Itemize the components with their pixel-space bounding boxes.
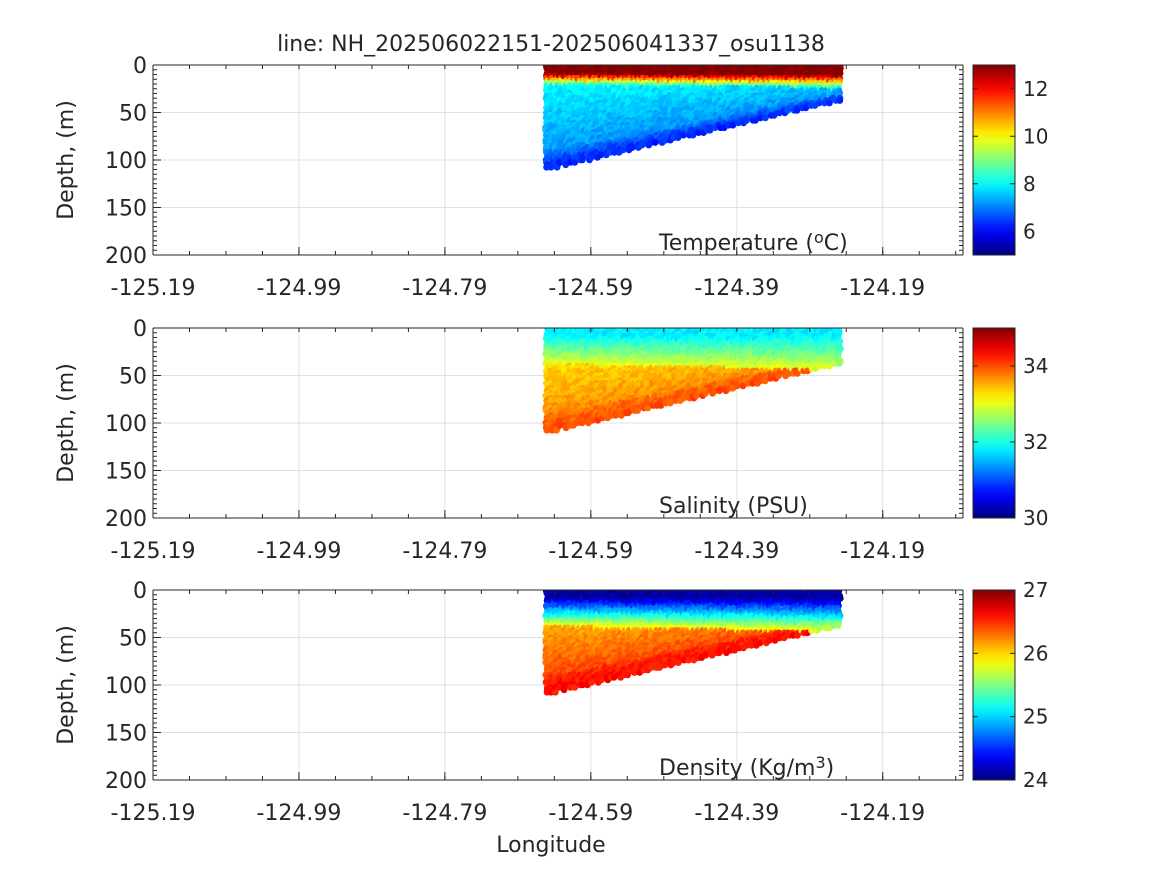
x-tick-label: -124.39 [694,276,779,301]
x-tick-label: -124.59 [548,539,633,564]
data-point [638,141,646,149]
x-tick-label: -124.39 [694,539,779,564]
data-point [543,426,551,434]
data-point [556,421,563,429]
colorbar-tick-label: 34 [1023,354,1048,378]
data-point [815,362,823,370]
data-point [826,99,833,107]
x-tick-label: -124.99 [256,276,341,301]
data-point [836,97,844,104]
figure-title: line: NH_202506022151-202506041337_osu11… [277,32,825,57]
colorbar-tick-label: 30 [1023,506,1048,530]
data-point [588,678,595,686]
data-point [802,104,810,112]
data-point [579,156,586,164]
data-point [629,144,636,151]
data-point [729,121,737,129]
y-tick-label: 200 [105,507,147,532]
data-point [761,377,769,385]
data-points [542,65,844,171]
data-point [793,107,801,114]
data-point [624,671,632,679]
colorbar-tick-label: 12 [1023,77,1048,101]
data-point [821,362,828,370]
data-point [578,419,586,427]
x-tick-label: -125.19 [111,276,196,301]
data-point [598,676,605,684]
data-point [610,149,618,156]
y-tick-label: 150 [105,460,147,485]
data-point [716,387,723,395]
data-point [830,360,838,367]
data-point [651,139,659,146]
data-point [619,146,627,154]
x-tick-label: -125.19 [111,539,196,564]
data-point [689,131,697,139]
y-tick-label: 50 [119,365,147,390]
data-point [674,134,682,142]
data-point [597,151,605,159]
y-axis-label: Depth, (m) [54,100,79,220]
data-point [835,360,843,367]
data-point [770,112,778,119]
panel-2: -125.19 -124.99 -124.79 -124.59 -124.39 -124.… [54,578,1048,826]
parameter-label: Temperature (oC) [658,228,848,256]
data-point [560,686,568,694]
data-points [542,328,844,434]
data-point [547,163,555,171]
data-point [739,382,747,390]
data-point [743,116,750,124]
data-point [775,372,782,380]
colorbar-tick-label: 6 [1023,219,1036,243]
x-tick-label: -124.19 [840,539,925,564]
data-point [752,116,759,124]
data-point [757,114,764,122]
colorbar [972,327,1016,519]
y-tick-label: 150 [105,197,147,222]
panel-0: -125.19 -124.99 -124.79 -124.59 -124.39 -124.… [54,54,1048,301]
data-point [571,683,579,691]
data-point [630,669,638,676]
data-point [762,114,769,122]
x-tick-label: -124.79 [402,276,487,301]
parameter-label: Salinity (PSU) [659,494,808,519]
colorbar [972,64,1016,256]
y-tick-label: 0 [133,54,147,79]
data-point [579,681,586,689]
y-tick-label: 50 [119,102,147,127]
y-tick-label: 0 [133,317,147,342]
data-point [624,409,632,417]
data-point [702,389,709,397]
x-tick-label: -124.99 [256,539,341,564]
y-tick-label: 100 [105,412,147,437]
x-tick-label: -124.19 [840,276,925,301]
data-point [815,99,823,107]
y-tick-label: 100 [105,149,147,174]
x-tick-label: -124.79 [402,539,487,564]
data-points [542,590,844,696]
x-tick-label: -124.59 [548,276,633,301]
colorbar-tick-label: 10 [1023,124,1048,148]
data-point [587,153,595,161]
data-point [821,99,828,107]
data-point [571,158,579,166]
y-axis-label: Depth, (m) [54,363,79,483]
data-point [706,126,714,134]
y-tick-label: 200 [105,244,147,269]
colorbar-tick-label: 8 [1023,172,1036,196]
panel-1: -125.19 -124.99 -124.79 -124.59 -124.39 -124.… [54,317,1048,564]
data-point [757,377,764,385]
data-point [644,404,652,412]
colorbar-tick-label: 32 [1023,430,1048,454]
data-point [556,158,564,166]
data-point [553,426,560,434]
data-point [794,370,801,377]
data-point [551,688,559,696]
data-point [634,407,641,414]
data-point [784,107,791,114]
data-point [666,399,674,407]
